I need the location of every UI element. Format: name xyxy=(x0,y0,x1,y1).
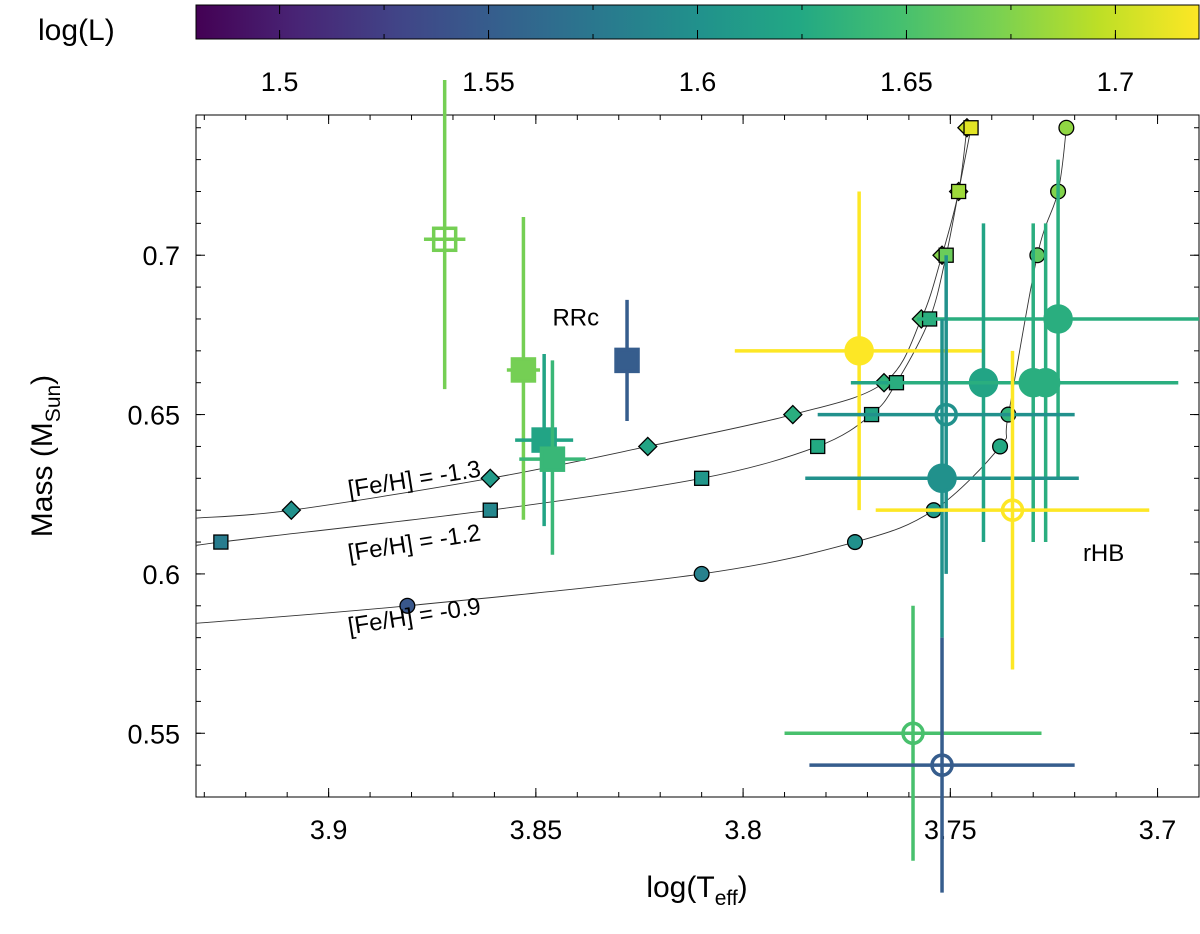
track-point-circle xyxy=(399,597,416,614)
colorbar-tick-label: 1.5 xyxy=(261,67,299,97)
star-marker-circle xyxy=(927,463,957,494)
star-rrc xyxy=(614,299,640,421)
track-point-square xyxy=(950,183,967,200)
star-rrc xyxy=(423,79,466,390)
colorbar-tick-label: 1.65 xyxy=(880,67,933,97)
track-point-square xyxy=(810,438,826,455)
colorbar-ticks: 1.5 1.55 1.6 1.65 1.7 xyxy=(261,5,1134,97)
colorbar-tick-label: 1.6 xyxy=(679,67,717,97)
colorbar-tick-label: 1.7 xyxy=(1097,67,1135,97)
track-point-square xyxy=(482,502,498,518)
star-rrc xyxy=(519,360,586,555)
track-point-diamond xyxy=(782,404,803,425)
x-axis-title: log(Teff) xyxy=(646,871,747,910)
star-rrc xyxy=(506,216,541,520)
star-rhb xyxy=(805,318,1079,638)
x-axis-title-end: ) xyxy=(738,871,748,904)
x-tick-label: 3.7 xyxy=(1139,815,1177,845)
plot-area xyxy=(195,114,1200,798)
x-tick-label: 3.8 xyxy=(724,815,762,845)
y-axis-title-main: Mass (M xyxy=(26,422,59,537)
y-tick-label: 0.65 xyxy=(127,401,180,431)
y-axis-title-end: ) xyxy=(26,375,59,385)
annotation-rrc: RRc xyxy=(552,304,599,331)
star-marker-square xyxy=(539,446,566,472)
star-marker-circle xyxy=(844,336,874,366)
track-point-circle xyxy=(846,534,864,551)
track-point-square xyxy=(213,534,229,550)
colorbar-label: log(L) xyxy=(38,14,115,47)
track-point-circle xyxy=(992,438,1009,455)
star-rhb xyxy=(921,223,1170,543)
track-labels: [Fe/H] = -1.3[Fe/H] = -1.2[Fe/H] = -0.9 xyxy=(346,456,483,641)
star-marker-circle xyxy=(1030,367,1061,398)
colorbar-tick-label: 1.55 xyxy=(462,67,515,97)
track-point-diamond xyxy=(281,500,302,521)
track-point-square xyxy=(963,120,979,136)
y-axis-title-sub: Sun xyxy=(42,385,65,422)
x-tick-label: 3.9 xyxy=(310,815,348,845)
star-marker-square xyxy=(510,357,537,383)
star-rhb xyxy=(875,350,1150,670)
stars xyxy=(423,79,1199,893)
axis-ticks: 3.9 3.85 3.8 3.75 3.7 0.55 0.6 0.65 0.7 xyxy=(127,115,1200,845)
star-rhb xyxy=(809,637,1075,893)
annotation-rhb: rHB xyxy=(1083,540,1124,567)
y-tick-label: 0.6 xyxy=(142,560,180,590)
star-rhb xyxy=(784,605,1042,861)
track-point-diamond xyxy=(480,468,501,489)
y-tick-label: 0.7 xyxy=(142,241,180,271)
annotations: RRc rHB xyxy=(552,304,1124,567)
colorbar: 1.5 1.55 1.6 1.65 1.7 log(L) xyxy=(38,4,1200,97)
y-axis-title: Mass (MSun) xyxy=(26,375,65,537)
star-marker-square xyxy=(614,347,640,374)
star-rhb xyxy=(817,255,1075,574)
x-tick-label: 3.85 xyxy=(510,815,563,845)
x-axis-title-main: log(T xyxy=(646,871,714,904)
track-point-circle xyxy=(1058,119,1075,136)
x-tick-label: 3.75 xyxy=(924,815,977,845)
star-rhb xyxy=(917,159,1199,479)
star-marker-circle xyxy=(1043,304,1073,334)
track-point-circle xyxy=(693,565,710,582)
x-axis-title-sub: eff xyxy=(715,887,738,910)
y-tick-label: 0.55 xyxy=(127,719,180,749)
track-point-diamond xyxy=(637,436,658,457)
track-point-square xyxy=(693,470,710,486)
